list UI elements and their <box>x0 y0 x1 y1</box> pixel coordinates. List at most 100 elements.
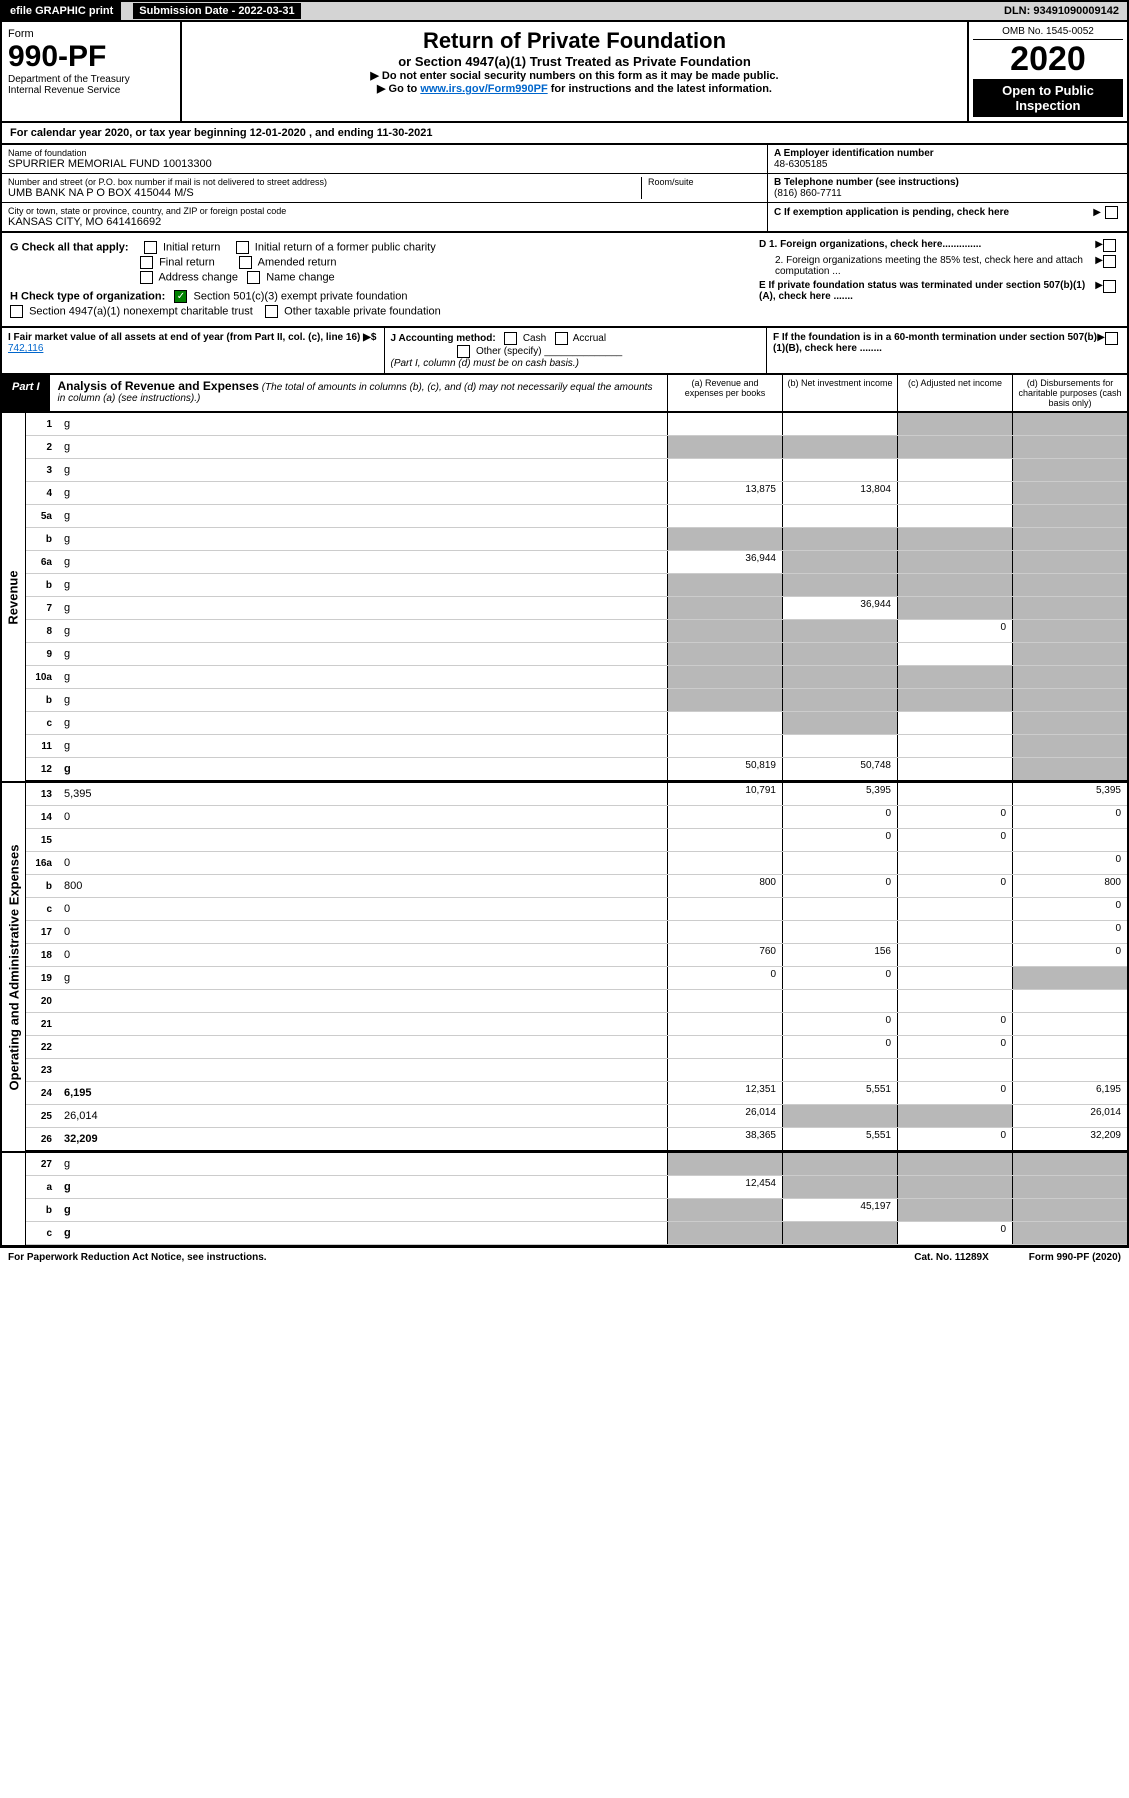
h-row: H Check type of organization: Section 50… <box>10 290 759 303</box>
cell-b <box>782 852 897 874</box>
h-chk-2[interactable] <box>10 305 23 318</box>
section-hij: I Fair market value of all assets at end… <box>0 328 1129 375</box>
line-num: 8 <box>26 626 58 637</box>
cell-c: 0 <box>897 1013 1012 1035</box>
h-chk-1[interactable] <box>174 290 187 303</box>
table-row: 10ag <box>26 666 1127 689</box>
cell-b: 0 <box>782 806 897 828</box>
d2-chk[interactable] <box>1103 255 1116 268</box>
line-desc: 32,209 <box>58 1131 667 1147</box>
line-desc: g <box>58 531 667 547</box>
cell-b <box>782 921 897 943</box>
cell-a <box>667 436 782 458</box>
cell-c <box>897 551 1012 573</box>
cell-a: 36,944 <box>667 551 782 573</box>
d1: D 1. Foreign organizations, check here..… <box>759 239 1095 250</box>
table-row: 6ag36,944 <box>26 551 1127 574</box>
section-g: G Check all that apply: Initial return I… <box>0 233 1129 328</box>
form-left: Form 990-PF Department of the Treasury I… <box>2 22 182 121</box>
line-desc: 0 <box>58 947 667 963</box>
cell-a <box>667 528 782 550</box>
g-chk-2[interactable] <box>140 256 153 269</box>
d1-row: D 1. Foreign organizations, check here..… <box>759 239 1119 252</box>
cell-b <box>782 898 897 920</box>
cell-d <box>1012 459 1127 481</box>
line-num: b <box>26 695 58 706</box>
line-desc: g <box>58 970 667 986</box>
g-chk-0[interactable] <box>144 241 157 254</box>
h-chk-3[interactable] <box>265 305 278 318</box>
line-desc: 800 <box>58 878 667 894</box>
line-desc: g <box>58 1225 667 1241</box>
g-chk-1[interactable] <box>236 241 249 254</box>
f-txt: F If the foundation is in a 60-month ter… <box>773 332 1097 354</box>
table-row: 2g <box>26 436 1127 459</box>
cell-b <box>782 735 897 757</box>
efile-btn[interactable]: efile GRAPHIC print <box>2 2 121 20</box>
cell-a <box>667 1222 782 1244</box>
cell-c <box>897 898 1012 920</box>
cell-d <box>1012 597 1127 619</box>
g-row3: Address change Name change <box>10 271 759 284</box>
f-chk[interactable] <box>1105 332 1118 345</box>
cell-c <box>897 505 1012 527</box>
line-num: 10a <box>26 672 58 683</box>
g-chk-3[interactable] <box>239 256 252 269</box>
cell-b <box>782 436 897 458</box>
cell-c <box>897 967 1012 989</box>
cell-c <box>897 1176 1012 1198</box>
f-row: F If the foundation is in a 60-month ter… <box>773 332 1121 354</box>
e-chk[interactable] <box>1103 280 1116 293</box>
g-chk-4[interactable] <box>140 271 153 284</box>
j-other-chk[interactable] <box>457 345 470 358</box>
inst2-wrap: ▶ Go to www.irs.gov/Form990PF for instru… <box>188 82 961 95</box>
line-desc <box>58 1068 667 1072</box>
j-cash-chk[interactable] <box>504 332 517 345</box>
h-opt-1: Section 501(c)(3) exempt private foundat… <box>193 290 407 302</box>
sub-date-wrap: Submission Date - 2022-03-31 <box>121 2 308 20</box>
cell-a: 50,819 <box>667 758 782 780</box>
cell-d: 5,395 <box>1012 783 1127 805</box>
table-row: 2632,20938,3655,551032,209 <box>26 1128 1127 1151</box>
inst2-link[interactable]: www.irs.gov/Form990PF <box>420 83 547 95</box>
d1-chk[interactable] <box>1103 239 1116 252</box>
line-num: 4 <box>26 488 58 499</box>
j-accr-chk[interactable] <box>555 332 568 345</box>
line-num: 21 <box>26 1019 58 1030</box>
cell-d <box>1012 735 1127 757</box>
cell-d <box>1012 967 1127 989</box>
line-num: 24 <box>26 1088 58 1099</box>
footer-mid: Cat. No. 11289X <box>914 1252 988 1263</box>
cell-b: 45,197 <box>782 1199 897 1221</box>
line-desc: g <box>58 738 667 754</box>
cell-d <box>1012 1013 1127 1035</box>
cell-a <box>667 921 782 943</box>
cell-b <box>782 528 897 550</box>
cell-b <box>782 712 897 734</box>
g-chk-5[interactable] <box>247 271 260 284</box>
line-desc: 0 <box>58 809 667 825</box>
c-check[interactable] <box>1105 206 1118 219</box>
revenue-rows: 1g2g3g4g13,87513,8045agbg6ag36,944bg7g36… <box>26 413 1127 781</box>
table-row: 1500 <box>26 829 1127 852</box>
table-row: cg0 <box>26 1222 1127 1245</box>
cell-c: 0 <box>897 806 1012 828</box>
line-desc: 0 <box>58 901 667 917</box>
table-row: 20 <box>26 990 1127 1013</box>
cell-a <box>667 620 782 642</box>
cell-d <box>1012 574 1127 596</box>
cell-c <box>897 459 1012 481</box>
line-desc: g <box>58 600 667 616</box>
efile-header: efile GRAPHIC print Submission Date - 20… <box>0 0 1129 22</box>
cell-a: 13,875 <box>667 482 782 504</box>
table-row: 3g <box>26 459 1127 482</box>
addr-cell: Number and street (or P.O. box number if… <box>2 174 767 203</box>
table-row: 1g <box>26 413 1127 436</box>
expenses-label: Operating and Administrative Expenses <box>2 783 26 1151</box>
line-desc <box>58 999 667 1003</box>
cell-c <box>897 712 1012 734</box>
table-row: bg <box>26 574 1127 597</box>
i-val[interactable]: 742,116 <box>8 343 43 354</box>
b-cell: B Telephone number (see instructions) (8… <box>768 174 1127 203</box>
j-section: J Accounting method: Cash Accrual Other … <box>385 328 768 373</box>
